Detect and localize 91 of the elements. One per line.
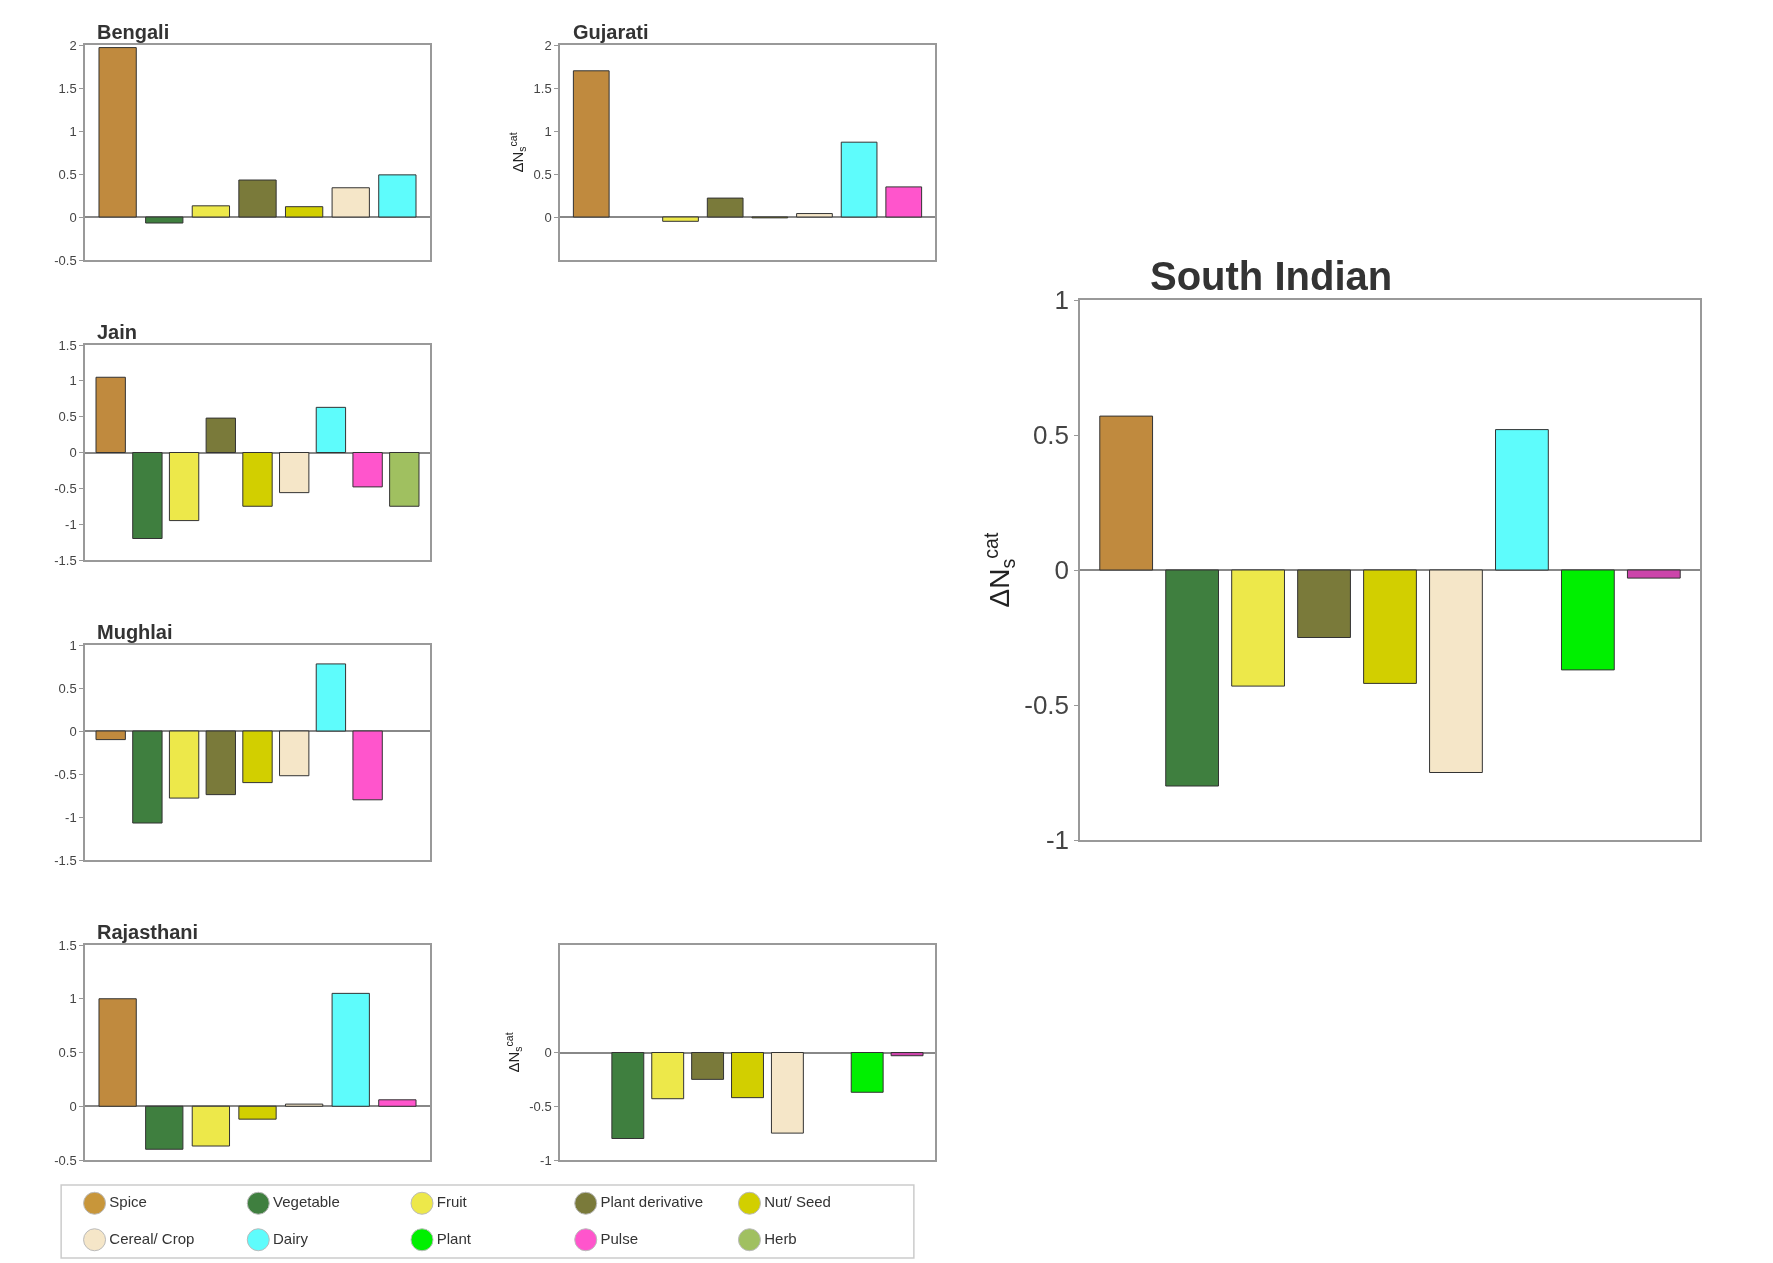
y-tick-label: 0.5 <box>533 166 552 182</box>
y-tick-label: 1 <box>69 637 77 653</box>
bar <box>98 47 137 218</box>
y-tick-label: 0.5 <box>58 409 77 425</box>
category-label: Plant <box>436 1229 472 1247</box>
chart-title: South Indian <box>1150 254 1393 298</box>
y-tick-label: -1 <box>540 1152 552 1168</box>
y-tick-label: -1.5 <box>54 852 77 868</box>
category-label: Herb <box>764 1229 797 1247</box>
bar <box>191 205 231 218</box>
category-label: Dairy <box>273 1229 309 1247</box>
bar <box>331 992 370 1107</box>
bar <box>1165 569 1220 787</box>
bar <box>145 1105 184 1150</box>
y-tick-label: 0 <box>69 445 77 461</box>
y-tick-label: 1.5 <box>58 937 77 953</box>
y-tick-label: 2 <box>69 37 77 53</box>
bar <box>279 452 310 494</box>
bar <box>284 206 324 218</box>
y-tick-label: 1.5 <box>58 80 77 96</box>
bar <box>1231 569 1285 687</box>
y-tick-label: -0.5 <box>54 252 77 268</box>
bar <box>238 1105 277 1120</box>
category-label: Cereal/ Crop <box>109 1229 195 1247</box>
y-tick-label: -0.5 <box>1024 690 1070 721</box>
y-tick-label: 0 <box>69 1098 77 1114</box>
category-label: Pulse <box>600 1229 639 1247</box>
y-tick-label: 2 <box>544 37 552 53</box>
y-tick-label: -1.5 <box>54 552 77 568</box>
bar <box>662 216 699 222</box>
bar <box>352 452 383 488</box>
y-tick-label: 0 <box>69 209 77 225</box>
bar <box>315 406 347 453</box>
category-label: Fruit <box>436 1193 468 1210</box>
bar <box>706 197 744 218</box>
y-tick-label: 1 <box>544 123 552 139</box>
bar <box>238 179 277 218</box>
bar <box>1626 569 1681 579</box>
bar <box>1495 429 1549 571</box>
y-tick-label: 1 <box>69 123 77 139</box>
y-tick-label: -1 <box>1045 825 1070 856</box>
chart-title: Gujarati <box>573 21 649 43</box>
y-tick-label: -0.5 <box>54 480 77 496</box>
category-label: Vegetable <box>273 1193 340 1210</box>
category-label: Spice <box>109 1193 147 1210</box>
bar <box>284 1103 324 1107</box>
bar <box>378 174 417 218</box>
bar <box>98 998 137 1107</box>
y-tick-label: -0.5 <box>54 766 77 782</box>
bar <box>378 1099 417 1107</box>
bar <box>168 452 200 522</box>
bar <box>840 141 878 218</box>
y-tick-label: 0.5 <box>1032 420 1070 451</box>
bar <box>1297 569 1351 638</box>
category-label: Plant derivative <box>600 1193 704 1210</box>
bar <box>132 452 163 539</box>
bar <box>242 452 273 507</box>
y-tick-label: -1 <box>65 516 77 532</box>
bar <box>389 452 420 507</box>
chart-title: Mughlai <box>97 621 173 643</box>
category-label: Nut/ Seed <box>764 1193 831 1210</box>
y-tick-label: -0.5 <box>54 1152 77 1168</box>
y-tick-label: 0 <box>544 209 552 225</box>
bar <box>1363 569 1417 684</box>
y-tick-label: 0 <box>544 1045 552 1061</box>
bar <box>145 216 184 224</box>
bar <box>796 213 833 218</box>
y-tick-label: 0 <box>69 723 77 739</box>
y-tick-label: 0.5 <box>58 1045 77 1061</box>
y-tick-label: 1 <box>1054 285 1070 316</box>
y-tick-label: 0.5 <box>58 680 77 696</box>
y-tick-label: -0.5 <box>529 1098 552 1114</box>
bar <box>1099 415 1154 571</box>
bar <box>331 187 370 218</box>
bar <box>572 70 610 218</box>
y-tick-label: 0.5 <box>58 166 77 182</box>
bar <box>95 376 126 453</box>
y-tick-label: 1.5 <box>58 337 77 353</box>
chart-title: Rajasthani <box>97 921 199 943</box>
bar <box>1560 569 1615 671</box>
bar <box>205 417 236 453</box>
y-tick-label: 1 <box>69 373 77 389</box>
y-tick-label: -1 <box>65 809 77 825</box>
y-tick-label: 1 <box>69 991 77 1007</box>
y-tick-label: 0 <box>1054 555 1070 586</box>
bar <box>1429 569 1483 773</box>
bar <box>191 1105 231 1147</box>
bar <box>885 186 923 218</box>
y-tick-label: 1.5 <box>533 80 552 96</box>
chart-title: Jain <box>97 321 138 343</box>
chart-title: Bengali <box>97 21 170 43</box>
